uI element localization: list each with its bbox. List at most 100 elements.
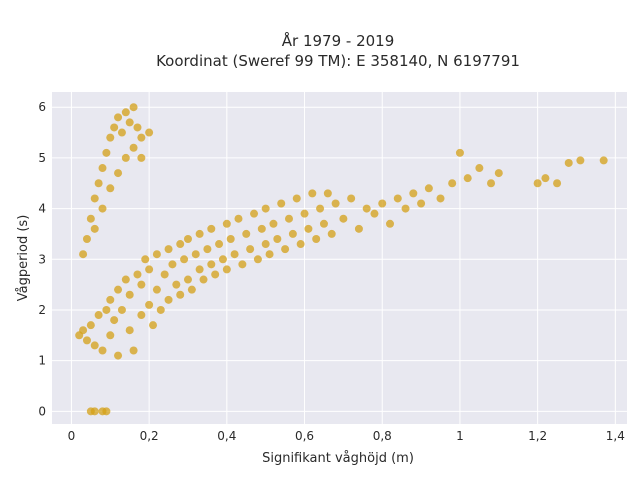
data-point (102, 407, 111, 416)
data-point (180, 255, 189, 264)
data-point (564, 158, 573, 167)
data-point (133, 123, 142, 132)
data-point (199, 275, 208, 284)
data-point (576, 156, 585, 165)
y-axis-ticks: 0 1 2 3 4 5 6 (38, 100, 46, 418)
data-point (226, 234, 235, 243)
data-point (137, 133, 146, 142)
data-point (125, 326, 134, 335)
data-point (599, 156, 608, 165)
data-point (288, 229, 297, 238)
data-point (207, 260, 216, 269)
chart-title-line1: År 1979 - 2019 (282, 31, 395, 50)
data-point (215, 240, 224, 249)
data-point (90, 224, 99, 233)
data-point (378, 199, 387, 208)
data-point (246, 245, 255, 254)
data-point (319, 219, 328, 228)
data-point (541, 174, 550, 183)
x-tick-label: 0,8 (373, 429, 392, 443)
y-tick-label: 5 (38, 151, 46, 165)
data-point (187, 285, 196, 294)
chart-title-line2: Koordinat (Sweref 99 TM): E 358140, N 61… (156, 52, 520, 70)
plot-area (52, 92, 627, 424)
data-point (117, 128, 126, 137)
data-point (129, 346, 138, 355)
data-point (436, 194, 445, 203)
data-point (191, 250, 200, 259)
y-tick-label: 1 (38, 354, 46, 368)
data-point (121, 108, 130, 117)
data-point (145, 265, 154, 274)
data-point (370, 209, 379, 218)
data-point (393, 194, 402, 203)
data-point (308, 189, 317, 198)
y-tick-label: 3 (38, 252, 46, 266)
x-tick-label: 0,6 (295, 429, 314, 443)
data-point (117, 305, 126, 314)
data-point (448, 179, 457, 188)
data-point (218, 255, 227, 264)
data-point (323, 189, 332, 198)
data-point (203, 245, 212, 254)
data-point (230, 250, 239, 259)
data-point (145, 128, 154, 137)
data-point (386, 219, 395, 228)
x-tick-label: 0,2 (140, 429, 159, 443)
data-point (82, 234, 91, 243)
data-point (90, 341, 99, 350)
data-point (253, 255, 262, 264)
data-point (183, 234, 192, 243)
data-point (455, 148, 464, 157)
data-point (265, 250, 274, 259)
data-point (533, 179, 542, 188)
data-point (269, 219, 278, 228)
data-point (106, 331, 115, 340)
data-point (121, 153, 130, 162)
data-point (98, 164, 107, 173)
data-point (145, 300, 154, 309)
data-point (125, 118, 134, 127)
data-points (75, 103, 608, 416)
y-axis-label: Vågperiod (s) (16, 215, 31, 302)
data-point (261, 240, 270, 249)
data-point (195, 229, 204, 238)
data-point (152, 285, 161, 294)
data-point (106, 133, 115, 142)
data-point (183, 275, 192, 284)
gridlines (52, 92, 627, 424)
data-point (164, 295, 173, 304)
data-point (222, 219, 231, 228)
y-tick-label: 0 (38, 404, 46, 418)
data-point (242, 229, 251, 238)
data-point (121, 275, 130, 284)
data-point (487, 179, 496, 188)
data-point (296, 240, 305, 249)
data-point (304, 224, 313, 233)
data-point (339, 214, 348, 223)
data-point (98, 204, 107, 213)
data-point (354, 224, 363, 233)
data-point (238, 260, 247, 269)
data-point (125, 290, 134, 299)
data-point (133, 270, 142, 279)
data-point (463, 174, 472, 183)
data-point (106, 184, 115, 193)
data-point (316, 204, 325, 213)
data-point (362, 204, 371, 213)
data-point (195, 265, 204, 274)
data-point (273, 234, 282, 243)
data-point (152, 250, 161, 259)
data-point (168, 260, 177, 269)
data-point (86, 214, 95, 223)
x-tick-label: 0 (68, 429, 76, 443)
data-point (110, 123, 119, 132)
y-tick-label: 6 (38, 100, 46, 114)
data-point (86, 321, 95, 330)
data-point (137, 153, 146, 162)
data-point (331, 199, 340, 208)
x-tick-label: 1,2 (528, 429, 547, 443)
data-point (79, 326, 88, 335)
data-point (347, 194, 356, 203)
data-point (149, 321, 158, 330)
